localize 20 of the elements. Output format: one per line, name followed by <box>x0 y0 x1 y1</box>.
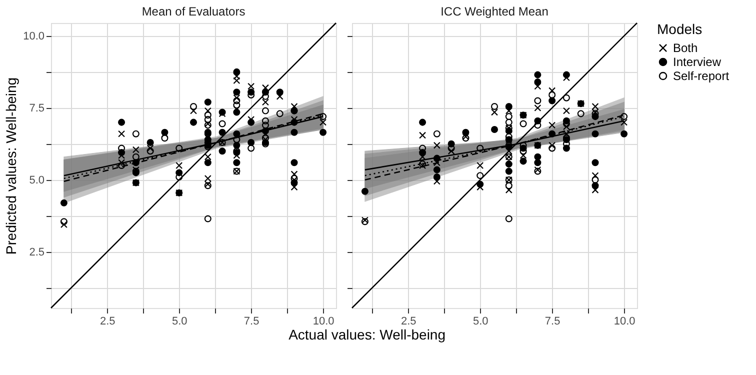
x-tick-label: 10.0 <box>614 316 636 328</box>
x-tick-label: 10.0 <box>312 316 334 328</box>
y-axis-title: Predicted values: Well-being <box>3 77 20 255</box>
legend-label: Self-report <box>673 69 730 83</box>
legend-label: Both <box>673 41 698 55</box>
x-tick-label: 5.0 <box>172 316 188 328</box>
legend-title: Models <box>657 21 702 37</box>
y-tick-label: 7.5 <box>29 102 44 114</box>
chart-title: ICC Weighted Mean <box>440 4 548 18</box>
y-tick-label: 10.0 <box>23 30 44 42</box>
chart-title: Mean of Evaluators <box>142 4 246 18</box>
x-tick-label: 7.5 <box>244 316 260 328</box>
x-tick-label: 7.5 <box>544 316 560 328</box>
legend-label: Interview <box>673 55 722 69</box>
y-tick-label: 5.0 <box>29 174 44 186</box>
x-axis-title: Actual values: Well-being <box>288 326 446 342</box>
x-tick-label: 5.0 <box>472 316 488 328</box>
x-tick-label: 2.5 <box>100 316 116 328</box>
y-tick-label: 2.5 <box>29 246 44 258</box>
x-tick-label: 2.5 <box>400 316 416 328</box>
